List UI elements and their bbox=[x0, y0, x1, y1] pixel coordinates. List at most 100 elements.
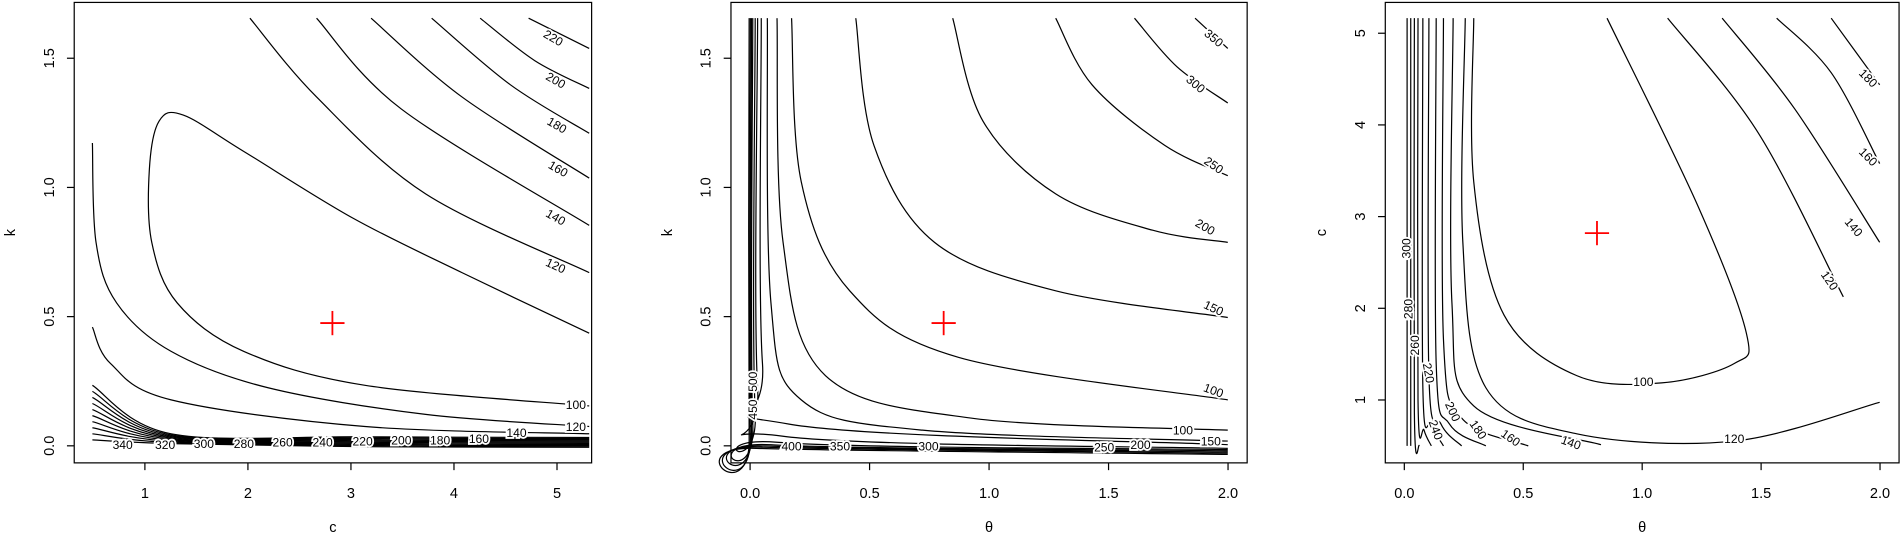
contour-label: 160 bbox=[469, 432, 489, 446]
contour-label: 220 bbox=[352, 434, 372, 448]
contour-label: 250 bbox=[1094, 441, 1114, 455]
contour-line bbox=[92, 427, 590, 446]
panel: 1 2 3 4 5 0.0 0.5 1.0 1.5 c k 100 120 140 160 180 200 220… bbox=[3, 1, 593, 536]
contour-line bbox=[1434, 18, 1487, 447]
contour-line bbox=[1421, 18, 1444, 447]
x-tick-label: 4 bbox=[450, 486, 458, 502]
x-tick-label: 1.5 bbox=[1098, 486, 1118, 502]
contour-line bbox=[1441, 18, 1529, 447]
contour-line bbox=[92, 408, 590, 443]
contour-line bbox=[1450, 18, 1602, 446]
x-tick-label: 1.5 bbox=[1751, 486, 1771, 502]
contour-line bbox=[1667, 17, 1844, 298]
contour-line bbox=[431, 17, 590, 134]
contour-label: 500 bbox=[746, 371, 760, 391]
panel: 0.0 0.5 1.0 1.5 2.0 1 2 3 4 5 θ c 100 120 120 140 140 160… bbox=[1314, 1, 1900, 536]
contour-label: 120 bbox=[543, 255, 567, 276]
contour-label: 180 bbox=[1467, 417, 1490, 442]
contour-line bbox=[776, 18, 1228, 431]
estimate-marker bbox=[931, 310, 956, 336]
contour-label: 280 bbox=[1402, 299, 1416, 319]
y-tick-label: 2 bbox=[1353, 304, 1369, 312]
contour-line bbox=[370, 17, 590, 179]
contour-line bbox=[1461, 18, 1880, 445]
contour-label: 100 bbox=[566, 398, 586, 412]
y-tick-label: 0.5 bbox=[699, 307, 715, 327]
contour-label: 280 bbox=[234, 437, 254, 451]
contour-label: 120 bbox=[1818, 268, 1841, 293]
contour-line bbox=[740, 18, 1228, 449]
contour-label: 240 bbox=[313, 436, 333, 450]
contour-label: 300 bbox=[1183, 72, 1208, 96]
y-tick-label: 0.5 bbox=[42, 307, 58, 327]
contour-label: 260 bbox=[1408, 335, 1422, 355]
y-tick-label: 5 bbox=[1353, 29, 1369, 37]
contour-label: 120 bbox=[1724, 432, 1744, 446]
contour-line bbox=[92, 421, 590, 445]
contour-label: 300 bbox=[194, 437, 214, 451]
contour-label: 300 bbox=[918, 439, 938, 453]
contour-line bbox=[952, 18, 1228, 243]
x-tick-label: 0.0 bbox=[740, 486, 760, 502]
y-axis-title: c bbox=[1314, 229, 1330, 236]
contour-label: 320 bbox=[155, 438, 175, 452]
contour-line bbox=[1055, 17, 1229, 177]
contour-line bbox=[147, 111, 590, 407]
contour-line bbox=[1416, 18, 1432, 447]
y-tick-label: 1.5 bbox=[42, 48, 58, 68]
y-axis-title: k bbox=[3, 228, 19, 236]
contour-line bbox=[92, 384, 590, 440]
contour-line bbox=[92, 439, 590, 448]
panel: 0.0 0.5 1.0 1.5 2.0 0.0 0.5 1.0 1.5 θ k 100 150 200 25… bbox=[660, 1, 1248, 536]
contour-line bbox=[730, 18, 1228, 462]
contour-line bbox=[1470, 17, 1750, 386]
contour-line bbox=[1194, 17, 1229, 49]
contour-line bbox=[92, 402, 590, 442]
contour-label: 220 bbox=[541, 27, 566, 49]
x-axis-title: c bbox=[329, 520, 336, 536]
contour-label: 260 bbox=[273, 436, 293, 450]
contour-label: 400 bbox=[781, 439, 801, 453]
contour-line bbox=[1134, 17, 1229, 104]
contour-label: 140 bbox=[506, 426, 526, 440]
contour-label: 160 bbox=[546, 158, 571, 180]
contour-line bbox=[91, 326, 590, 435]
contour-line bbox=[92, 396, 590, 441]
contour-label: 150 bbox=[1201, 434, 1221, 448]
x-tick-label: 0.5 bbox=[859, 486, 879, 502]
contour-line bbox=[790, 18, 1228, 401]
contour-line bbox=[766, 18, 1228, 442]
estimate-marker bbox=[1584, 220, 1610, 246]
contour-line bbox=[479, 17, 590, 89]
plot-frame bbox=[73, 1, 593, 464]
contour-line bbox=[249, 17, 590, 274]
contour-line bbox=[725, 18, 1228, 467]
contour-line bbox=[316, 17, 590, 226]
contour-line bbox=[1427, 18, 1463, 447]
contour-label: 200 bbox=[1442, 400, 1463, 424]
y-tick-label: 3 bbox=[1353, 213, 1369, 221]
contour-line bbox=[528, 17, 590, 50]
x-axis-title: θ bbox=[985, 520, 993, 536]
contour-label: 220 bbox=[1420, 362, 1437, 385]
contour-label: 140 bbox=[1842, 215, 1866, 240]
contour-label: 180 bbox=[1856, 66, 1880, 90]
x-tick-label: 5 bbox=[553, 486, 561, 502]
contour-line bbox=[91, 142, 590, 428]
contour-label: 350 bbox=[1201, 26, 1226, 50]
contour-label: 180 bbox=[430, 433, 450, 447]
contour-line bbox=[1413, 18, 1420, 455]
contour-label: 180 bbox=[545, 114, 570, 136]
contour-line bbox=[92, 415, 590, 444]
contour-line bbox=[855, 18, 1228, 319]
contour-label: 300 bbox=[1399, 238, 1413, 258]
contour-label: 140 bbox=[543, 206, 568, 228]
contour-line bbox=[1830, 17, 1881, 86]
contour-label: 160 bbox=[1856, 145, 1880, 169]
contour-label: 240 bbox=[1426, 418, 1446, 442]
contour-label: 340 bbox=[113, 438, 133, 452]
contour-label: 120 bbox=[566, 420, 586, 434]
contour-line bbox=[746, 18, 1228, 446]
contour-label: 160 bbox=[1498, 426, 1523, 449]
contour-label: 140 bbox=[1559, 433, 1583, 453]
